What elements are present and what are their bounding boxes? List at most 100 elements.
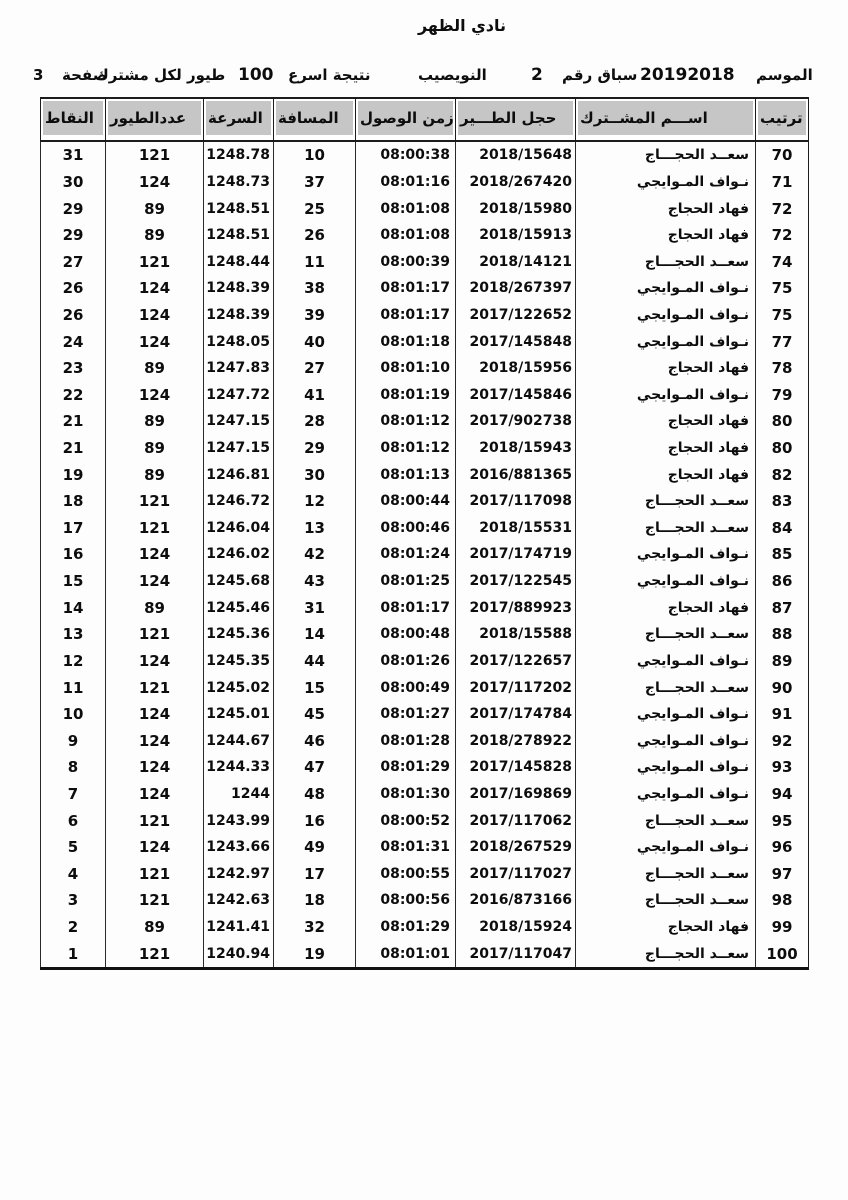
- cell-arrival-time: 08:01:17: [355, 594, 455, 622]
- cell-member-name: نـواف المـوايجي: [575, 780, 755, 808]
- table-row: 80 فهاد الحجاج 2018/15943 08:01:12 29 12…: [40, 434, 808, 462]
- cell-bird-count: 121: [105, 674, 203, 701]
- cell-bird-ring: 2017/117027: [455, 860, 575, 888]
- table-row: 75 نـواف المـوايجي 2017/122652 08:01:17 …: [40, 301, 808, 329]
- cell-bird-ring: 2017/117098: [455, 487, 575, 515]
- cell-speed: 1246.72: [203, 487, 273, 515]
- cell-arrival-time: 08:01:29: [355, 913, 455, 941]
- cell-bird-count: 121: [105, 621, 203, 648]
- cell-speed: 1248.39: [203, 301, 273, 329]
- cell-member-name: سعــد الحجـــاج: [575, 621, 755, 648]
- cell-member-name: سعــد الحجـــاج: [575, 487, 755, 515]
- table-row: 93 نـواف المـوايجي 2017/145828 08:01:29 …: [40, 754, 808, 781]
- table-row: 96 نـواف المـوايجي 2018/267529 08:01:31 …: [40, 833, 808, 861]
- cell-member-name: نـواف المـوايجي: [575, 727, 755, 755]
- cell-member-name: سعــد الحجـــاج: [575, 514, 755, 542]
- cell-arrival-time: 08:01:30: [355, 780, 455, 808]
- cell-points: 19: [40, 461, 105, 488]
- cell-arrival-time: 08:01:13: [355, 461, 455, 488]
- cell-arrival-time: 08:00:52: [355, 807, 455, 834]
- cell-member-name: نـواف المـوايجي: [575, 541, 755, 568]
- cell-rank: 83: [755, 487, 808, 515]
- cell-arrival-time: 08:00:44: [355, 487, 455, 515]
- cell-arrival-time: 08:00:46: [355, 514, 455, 542]
- cell-member-name: فهاد الحجاج: [575, 434, 755, 462]
- cell-member-name: نـواف المـوايجي: [575, 168, 755, 196]
- cell-rank: 96: [755, 833, 808, 861]
- cell-bird-count: 124: [105, 647, 203, 675]
- cell-points: 26: [40, 275, 105, 302]
- cell-distance: 41: [273, 381, 355, 409]
- cell-bird-ring: 2018/15956: [455, 354, 575, 382]
- cell-points: 31: [40, 142, 105, 169]
- cell-points: 1: [40, 940, 105, 967]
- cell-arrival-time: 08:01:25: [355, 567, 455, 595]
- race-location: النويصيب: [418, 66, 487, 84]
- cell-points: 24: [40, 328, 105, 355]
- cell-arrival-time: 08:01:01: [355, 940, 455, 967]
- cell-bird-ring: 2017/117047: [455, 940, 575, 967]
- table-row: 89 نـواف المـوايجي 2017/122657 08:01:26 …: [40, 647, 808, 675]
- cell-arrival-time: 08:01:26: [355, 647, 455, 675]
- cell-arrival-time: 08:01:18: [355, 328, 455, 355]
- cell-distance: 19: [273, 940, 355, 967]
- cell-points: 11: [40, 674, 105, 701]
- cell-rank: 98: [755, 887, 808, 914]
- cell-rank: 99: [755, 913, 808, 941]
- cell-points: 5: [40, 833, 105, 861]
- cell-bird-ring: 2017/122657: [455, 647, 575, 675]
- table-row: 99 فهاد الحجاج 2018/15924 08:01:29 32 12…: [40, 913, 808, 941]
- cell-member-name: نـواف المـوايجي: [575, 833, 755, 861]
- cell-bird-ring: 2018/15924: [455, 913, 575, 941]
- cell-points: 4: [40, 860, 105, 888]
- cell-bird-ring: 2017/145846: [455, 381, 575, 409]
- cell-bird-count: 124: [105, 833, 203, 861]
- cell-rank: 95: [755, 807, 808, 834]
- cell-speed: 1242.97: [203, 860, 273, 888]
- cell-rank: 79: [755, 381, 808, 409]
- cell-distance: 47: [273, 754, 355, 781]
- cell-speed: 1247.15: [203, 408, 273, 435]
- table-row: 88 سعــد الحجـــاج 2018/15588 08:00:48 1…: [40, 621, 808, 648]
- cell-bird-ring: 2018/15588: [455, 621, 575, 648]
- cell-speed: 1246.02: [203, 541, 273, 568]
- cell-distance: 17: [273, 860, 355, 888]
- cell-bird-ring: 2018/267529: [455, 833, 575, 861]
- cell-speed: 1248.44: [203, 248, 273, 276]
- cell-member-name: سعــد الحجـــاج: [575, 860, 755, 888]
- header-fill: النقاط: [43, 101, 103, 135]
- table-row: 71 نـواف المـوايجي 2018/267420 08:01:16 …: [40, 168, 808, 196]
- cell-points: 30: [40, 168, 105, 196]
- header-fill: ترتيب: [758, 101, 806, 135]
- cell-arrival-time: 08:01:10: [355, 354, 455, 382]
- cell-member-name: سعــد الحجـــاج: [575, 887, 755, 914]
- cell-points: 14: [40, 594, 105, 622]
- table-row: 98 سعــد الحجـــاج 2016/873166 08:00:56 …: [40, 887, 808, 914]
- cell-bird-ring: 2016/873166: [455, 887, 575, 914]
- cell-distance: 39: [273, 301, 355, 329]
- cell-speed: 1244.67: [203, 727, 273, 755]
- cell-bird-ring: 2018/15913: [455, 221, 575, 249]
- table-row: 83 سعــد الحجـــاج 2017/117098 08:00:44 …: [40, 487, 808, 515]
- table-row: 91 نـواف المـوايجي 2017/174784 08:01:27 …: [40, 700, 808, 728]
- cell-distance: 37: [273, 168, 355, 196]
- cell-arrival-time: 08:01:27: [355, 700, 455, 728]
- table-row: 72 فهاد الحجاج 2018/15980 08:01:08 25 12…: [40, 195, 808, 222]
- cell-points: 22: [40, 381, 105, 409]
- header-fill: زمن الوصول: [358, 101, 454, 135]
- cell-distance: 46: [273, 727, 355, 755]
- cell-points: 8: [40, 754, 105, 781]
- cell-rank: 97: [755, 860, 808, 888]
- table-row: 70 سعــد الحجـــاج 2018/15648 08:00:38 1…: [40, 142, 808, 169]
- cell-rank: 91: [755, 700, 808, 728]
- cell-bird-ring: 2018/278922: [455, 727, 575, 755]
- cell-arrival-time: 08:00:39: [355, 248, 455, 276]
- cell-distance: 25: [273, 195, 355, 222]
- table-row: 80 فهاد الحجاج 2017/902738 08:01:12 28 1…: [40, 408, 808, 435]
- cell-bird-count: 89: [105, 461, 203, 488]
- header-fill: السرعة: [206, 101, 271, 135]
- cell-member-name: فهاد الحجاج: [575, 594, 755, 622]
- page-number-label: صفحة: [62, 66, 108, 84]
- cell-arrival-time: 08:01:12: [355, 434, 455, 462]
- cell-bird-count: 89: [105, 434, 203, 462]
